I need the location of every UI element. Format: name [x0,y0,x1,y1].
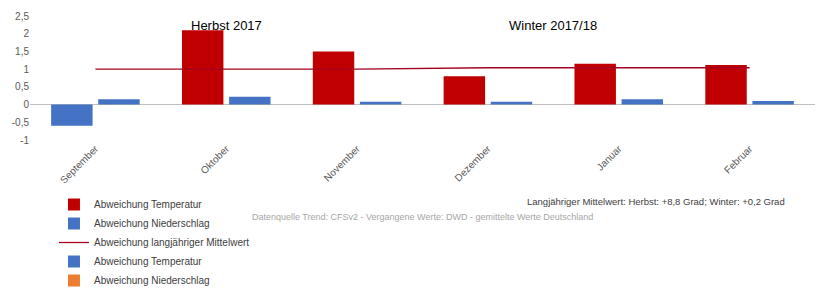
svg-text:Winter 2017/18: Winter 2017/18 [509,18,597,33]
svg-text:September: September [58,143,101,186]
svg-text:-1: -1 [20,135,29,146]
svg-text:November: November [322,143,363,184]
svg-text:2,5: 2,5 [15,11,29,22]
svg-text:Abweichung Niederschlag: Abweichung Niederschlag [94,275,210,286]
svg-text:Herbst 2017: Herbst 2017 [191,18,262,33]
svg-text:Abweichung Niederschlag: Abweichung Niederschlag [94,218,210,229]
svg-text:2: 2 [23,28,29,39]
svg-text:0: 0 [23,99,29,110]
svg-text:Langjähriger Mittelwert: Herbs: Langjähriger Mittelwert: Herbst: +8,8 Gr… [527,196,785,207]
svg-text:1: 1 [23,64,29,75]
svg-text:Dezember: Dezember [452,143,493,184]
svg-text:0,5: 0,5 [15,81,29,92]
svg-text:Abweichung langjähriger Mittel: Abweichung langjähriger Mittelwert [94,237,249,248]
svg-text:Abweichung Temperatur: Abweichung Temperatur [94,256,202,267]
svg-text:Februar: Februar [722,143,755,176]
svg-text:Abweichung Temperatur: Abweichung Temperatur [94,199,202,210]
svg-text:-0,5: -0,5 [12,117,30,128]
svg-text:Januar: Januar [594,143,624,173]
svg-text:Datenquelle Trend: CFSv2 - Ver: Datenquelle Trend: CFSv2 - Vergangene We… [252,212,593,222]
svg-text:Oktober: Oktober [198,143,231,176]
svg-text:1,5: 1,5 [15,46,29,57]
